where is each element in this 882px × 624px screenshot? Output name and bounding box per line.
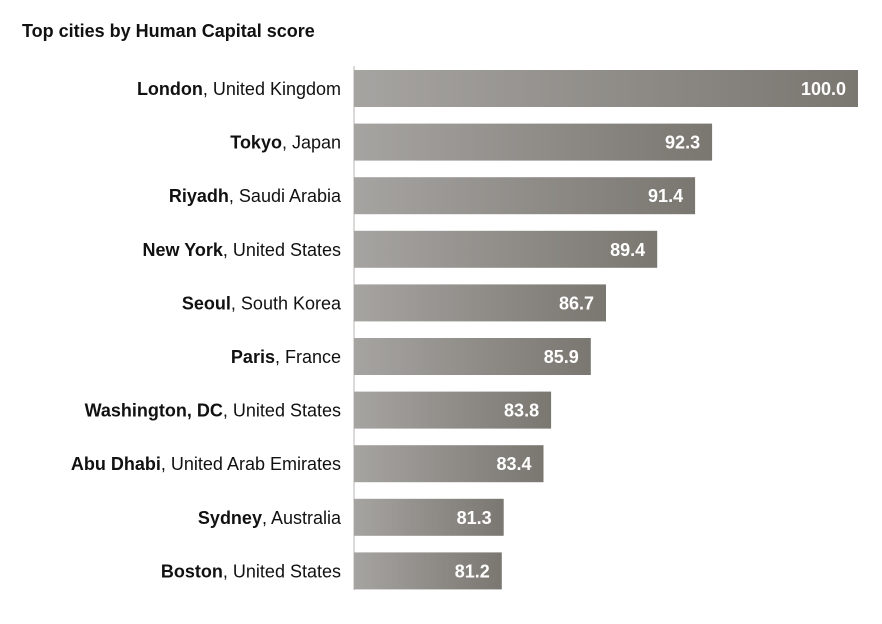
country-name: , United States [223,240,341,260]
category-label: London, United Kingdom [137,79,341,99]
city-name: New York [143,240,224,260]
bar-5 [354,338,591,375]
country-name: , France [275,347,341,367]
category-label: New York, United States [143,240,341,260]
category-label: Seoul, South Korea [182,293,342,313]
country-name: , United Kingdom [203,79,341,99]
bar-7 [354,445,544,483]
bar-value-label: 81.2 [455,561,490,581]
category-label: Paris, France [231,347,341,367]
country-name: , United Arab Emirates [161,454,341,474]
bar-value-label: 86.7 [559,293,594,313]
bar-0 [354,70,858,107]
country-name: , Australia [262,508,342,528]
city-name: Washington, DC [85,401,223,421]
category-label: Boston, United States [161,561,341,581]
category-label: Abu Dhabi, United Arab Emirates [71,454,341,474]
category-label: Sydney, Australia [198,508,342,528]
bar-3 [354,230,658,268]
country-name: , Japan [282,133,341,153]
bar-2 [354,177,696,215]
city-name: Paris [231,347,275,367]
city-name: Abu Dhabi [71,454,161,474]
bar-value-label: 91.4 [648,186,683,206]
city-name: Boston [161,561,223,581]
category-label: Washington, DC, United States [85,401,341,421]
country-name: , South Korea [231,293,342,313]
bar-value-label: 100.0 [801,79,846,99]
bar-4 [354,284,606,322]
country-name: , United States [223,401,341,421]
bar-value-label: 83.4 [496,454,531,474]
bar-9 [354,552,502,590]
bar-1 [354,123,713,161]
country-name: , United States [223,561,341,581]
bar-value-label: 81.3 [457,508,492,528]
category-label: Riyadh, Saudi Arabia [169,186,342,206]
city-name: London [137,79,203,99]
chart-title: Top cities by Human Capital score [22,21,315,41]
bar-value-label: 83.8 [504,401,539,421]
bar-6 [354,391,552,429]
city-name: Tokyo [230,133,282,153]
bar-8 [354,498,504,536]
city-name: Riyadh [169,186,229,206]
bar-value-label: 85.9 [544,347,579,367]
bar-value-label: 89.4 [610,240,645,260]
bar-value-label: 92.3 [665,133,700,153]
city-name: Seoul [182,293,231,313]
country-name: , Saudi Arabia [229,186,342,206]
category-label: Tokyo, Japan [230,133,341,153]
city-name: Sydney [198,508,262,528]
